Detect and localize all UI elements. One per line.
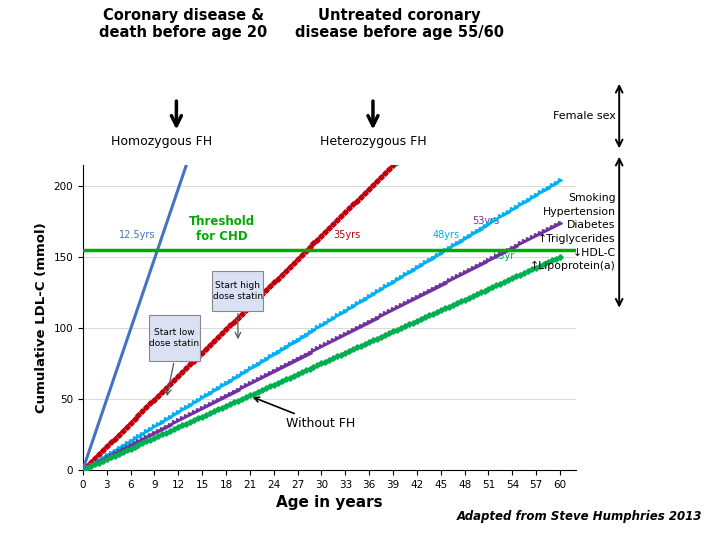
Text: 48yrs: 48yrs xyxy=(433,230,460,240)
Text: Smoking
Hypertension
Diabetes
↑Triglycerides
↓HDL-C
↑Lipoprotein(a): Smoking Hypertension Diabetes ↑Triglycer… xyxy=(530,193,616,271)
Text: Coronary disease &
death before age 20: Coronary disease & death before age 20 xyxy=(99,8,268,40)
Text: Homozygous FH: Homozygous FH xyxy=(112,135,212,148)
FancyBboxPatch shape xyxy=(212,271,264,311)
Text: Threshold
for CHD: Threshold for CHD xyxy=(189,215,255,243)
Text: 55yr: 55yr xyxy=(492,251,515,261)
Text: Heterozygous FH: Heterozygous FH xyxy=(320,135,426,148)
FancyBboxPatch shape xyxy=(149,315,199,361)
X-axis label: Age in years: Age in years xyxy=(276,495,383,510)
Text: Untreated coronary
disease before age 55/60: Untreated coronary disease before age 55… xyxy=(295,8,504,40)
Text: Start high
dose statin: Start high dose statin xyxy=(213,281,263,301)
Text: 53yrs: 53yrs xyxy=(472,215,500,226)
Text: Start low
dose statin: Start low dose statin xyxy=(149,328,199,348)
Text: Without FH: Without FH xyxy=(254,397,355,430)
Text: 12.5yrs: 12.5yrs xyxy=(119,230,155,240)
Text: Adapted from Steve Humphries 2013: Adapted from Steve Humphries 2013 xyxy=(456,510,702,523)
Text: 35yrs: 35yrs xyxy=(333,230,361,240)
Y-axis label: Cumulative LDL-C (mmol): Cumulative LDL-C (mmol) xyxy=(35,222,48,413)
Text: Female sex: Female sex xyxy=(553,111,616,121)
